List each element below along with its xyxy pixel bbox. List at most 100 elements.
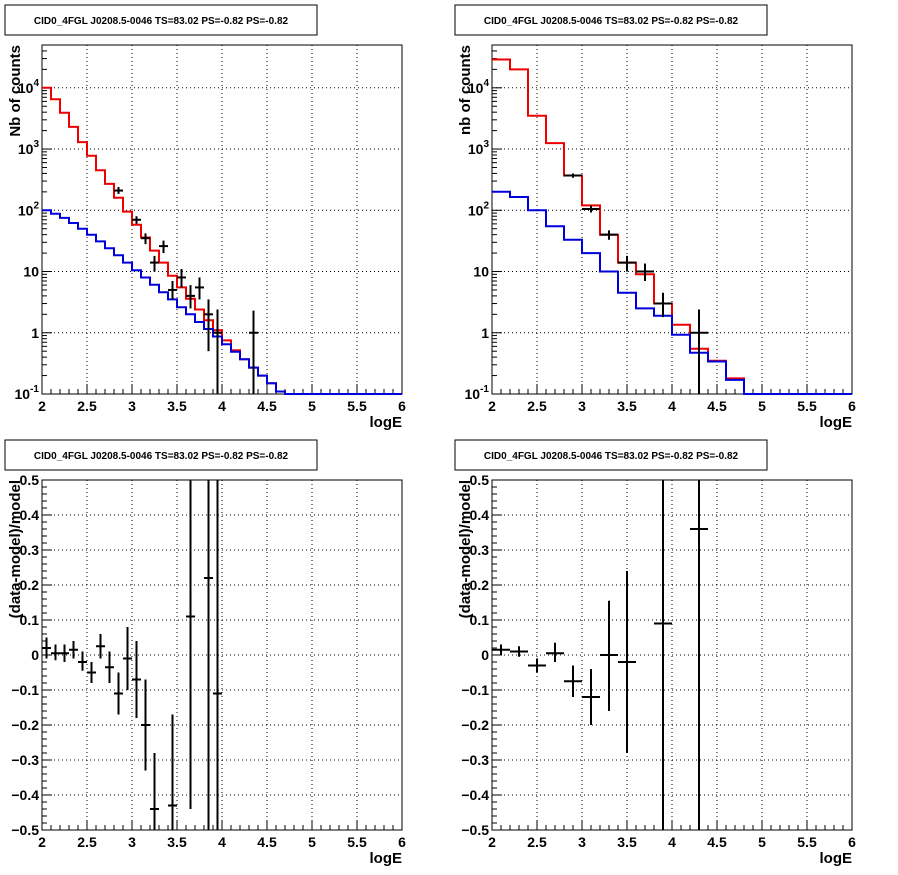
y-tick-label: 0.1 <box>20 612 40 628</box>
data-point <box>69 641 78 659</box>
x-axis-title: logE <box>820 850 853 867</box>
data-point <box>618 571 636 753</box>
x-tick-label: 6 <box>398 398 406 414</box>
title-box <box>454 4 768 36</box>
y-tick-label: 0.3 <box>20 542 40 558</box>
y-tick-label-base: −0.4 <box>461 787 489 803</box>
x-tick-label: 3.5 <box>617 398 637 414</box>
data-point <box>204 480 213 830</box>
y-tick-label-base: 0 <box>31 647 39 663</box>
x-tick-label: 3.5 <box>167 398 187 414</box>
y-tick-label: 0.3 <box>470 542 490 558</box>
y-tick-label-base: 10 <box>18 202 34 218</box>
data-point <box>141 233 150 245</box>
y-tick-label: −0.2 <box>461 717 489 733</box>
data-point <box>168 281 177 300</box>
title-box <box>454 439 768 471</box>
y-tick-label: −0.1 <box>461 682 489 698</box>
x-tick-label: 5 <box>758 398 766 414</box>
x-tick-label: 2.5 <box>77 834 97 850</box>
x-tick-label: 4.5 <box>257 834 277 850</box>
y-tick-label-exponent: -1 <box>30 384 39 395</box>
y-tick-label: −0.4 <box>461 787 489 803</box>
x-tick-label: 4 <box>668 834 676 850</box>
x-tick-label: 5.5 <box>347 834 367 850</box>
y-tick-label-base: −0.2 <box>461 717 489 733</box>
x-tick-label: 4.5 <box>257 398 277 414</box>
y-tick-label-base: 0.2 <box>470 577 490 593</box>
x-tick-label: 2.5 <box>527 834 547 850</box>
pad-counts-left: CID0_4FGL J0208.5-0046 TS=83.02 PS=-0.82… <box>4 4 406 431</box>
y-tick-label-base: 0.4 <box>20 507 40 523</box>
y-tick-label-base: −0.2 <box>11 717 39 733</box>
y-tick-label-base: 0.3 <box>470 542 490 558</box>
y-tick-label: −0.5 <box>461 822 489 838</box>
y-tick-label-base: 0 <box>481 647 489 663</box>
y-tick-label-exponent: 3 <box>483 139 489 150</box>
y-tick-label-base: 0.2 <box>20 577 40 593</box>
y-tick-label-base: 10 <box>18 141 34 157</box>
x-tick-label: 5 <box>308 398 316 414</box>
data-point <box>150 255 159 272</box>
data-point <box>114 672 123 715</box>
x-tick-label: 3.5 <box>167 834 187 850</box>
x-tick-label: 6 <box>848 834 856 850</box>
data-point <box>132 216 141 224</box>
y-tick-label: 104 <box>468 78 490 96</box>
y-tick-label-exponent: 4 <box>33 78 39 89</box>
data-point <box>168 714 177 830</box>
data-point <box>564 173 582 178</box>
y-tick-label: 0.4 <box>20 507 40 523</box>
data-point <box>159 240 168 254</box>
x-tick-label: 4.5 <box>707 834 727 850</box>
x-tick-label: 3 <box>128 834 136 850</box>
x-tick-label: 5 <box>308 834 316 850</box>
y-tick-label-base: 10 <box>23 264 39 280</box>
y-tick-label: −0.4 <box>11 787 39 803</box>
y-tick-label: 10-1 <box>465 384 490 402</box>
data-point <box>51 644 60 661</box>
x-tick-label: 3 <box>128 398 136 414</box>
y-tick-label-exponent: 4 <box>483 78 489 89</box>
data-point <box>582 669 600 725</box>
y-tick-label-exponent: 2 <box>33 200 39 211</box>
data-point <box>78 651 87 671</box>
y-tick-label-base: −0.4 <box>11 787 39 803</box>
data-point <box>492 644 510 655</box>
title-box <box>4 439 318 471</box>
x-tick-label: 2 <box>488 398 496 414</box>
y-tick-label: 0.1 <box>470 612 490 628</box>
y-tick-label: 10 <box>23 264 39 280</box>
x-axis-title: logE <box>370 850 403 867</box>
y-tick-label-base: 10 <box>465 386 481 402</box>
data-point <box>141 679 150 771</box>
x-tick-label: 4 <box>668 398 676 414</box>
x-tick-label: 5.5 <box>347 398 367 414</box>
data-point <box>546 642 564 662</box>
x-tick-label: 2 <box>488 834 496 850</box>
y-tick-label: 0.5 <box>20 472 40 488</box>
data-point <box>618 255 636 272</box>
y-tick-label-base: 10 <box>15 386 31 402</box>
y-tick-label: 0 <box>481 647 489 663</box>
data-point <box>150 753 159 830</box>
x-tick-label: 5.5 <box>797 834 817 850</box>
y-tick-label: 0 <box>31 647 39 663</box>
grid-lines <box>42 480 402 830</box>
data-point <box>636 263 654 282</box>
data-point <box>690 480 708 830</box>
y-tick-label: 0.4 <box>470 507 490 523</box>
data-point <box>186 285 195 309</box>
data-point <box>195 277 204 300</box>
data-point <box>582 205 600 213</box>
x-tick-label: 2.5 <box>527 398 547 414</box>
grid-lines <box>42 45 402 394</box>
y-tick-label-base: 0.4 <box>470 507 490 523</box>
data-point <box>105 651 114 683</box>
y-tick-label: 1 <box>31 325 39 341</box>
y-axis-title: nb of counts <box>457 45 474 135</box>
chart-title: CID0_4FGL J0208.5-0046 TS=83.02 PS=-0.82… <box>34 16 289 27</box>
data-point <box>564 665 582 697</box>
y-tick-label-base: −0.3 <box>11 752 39 768</box>
